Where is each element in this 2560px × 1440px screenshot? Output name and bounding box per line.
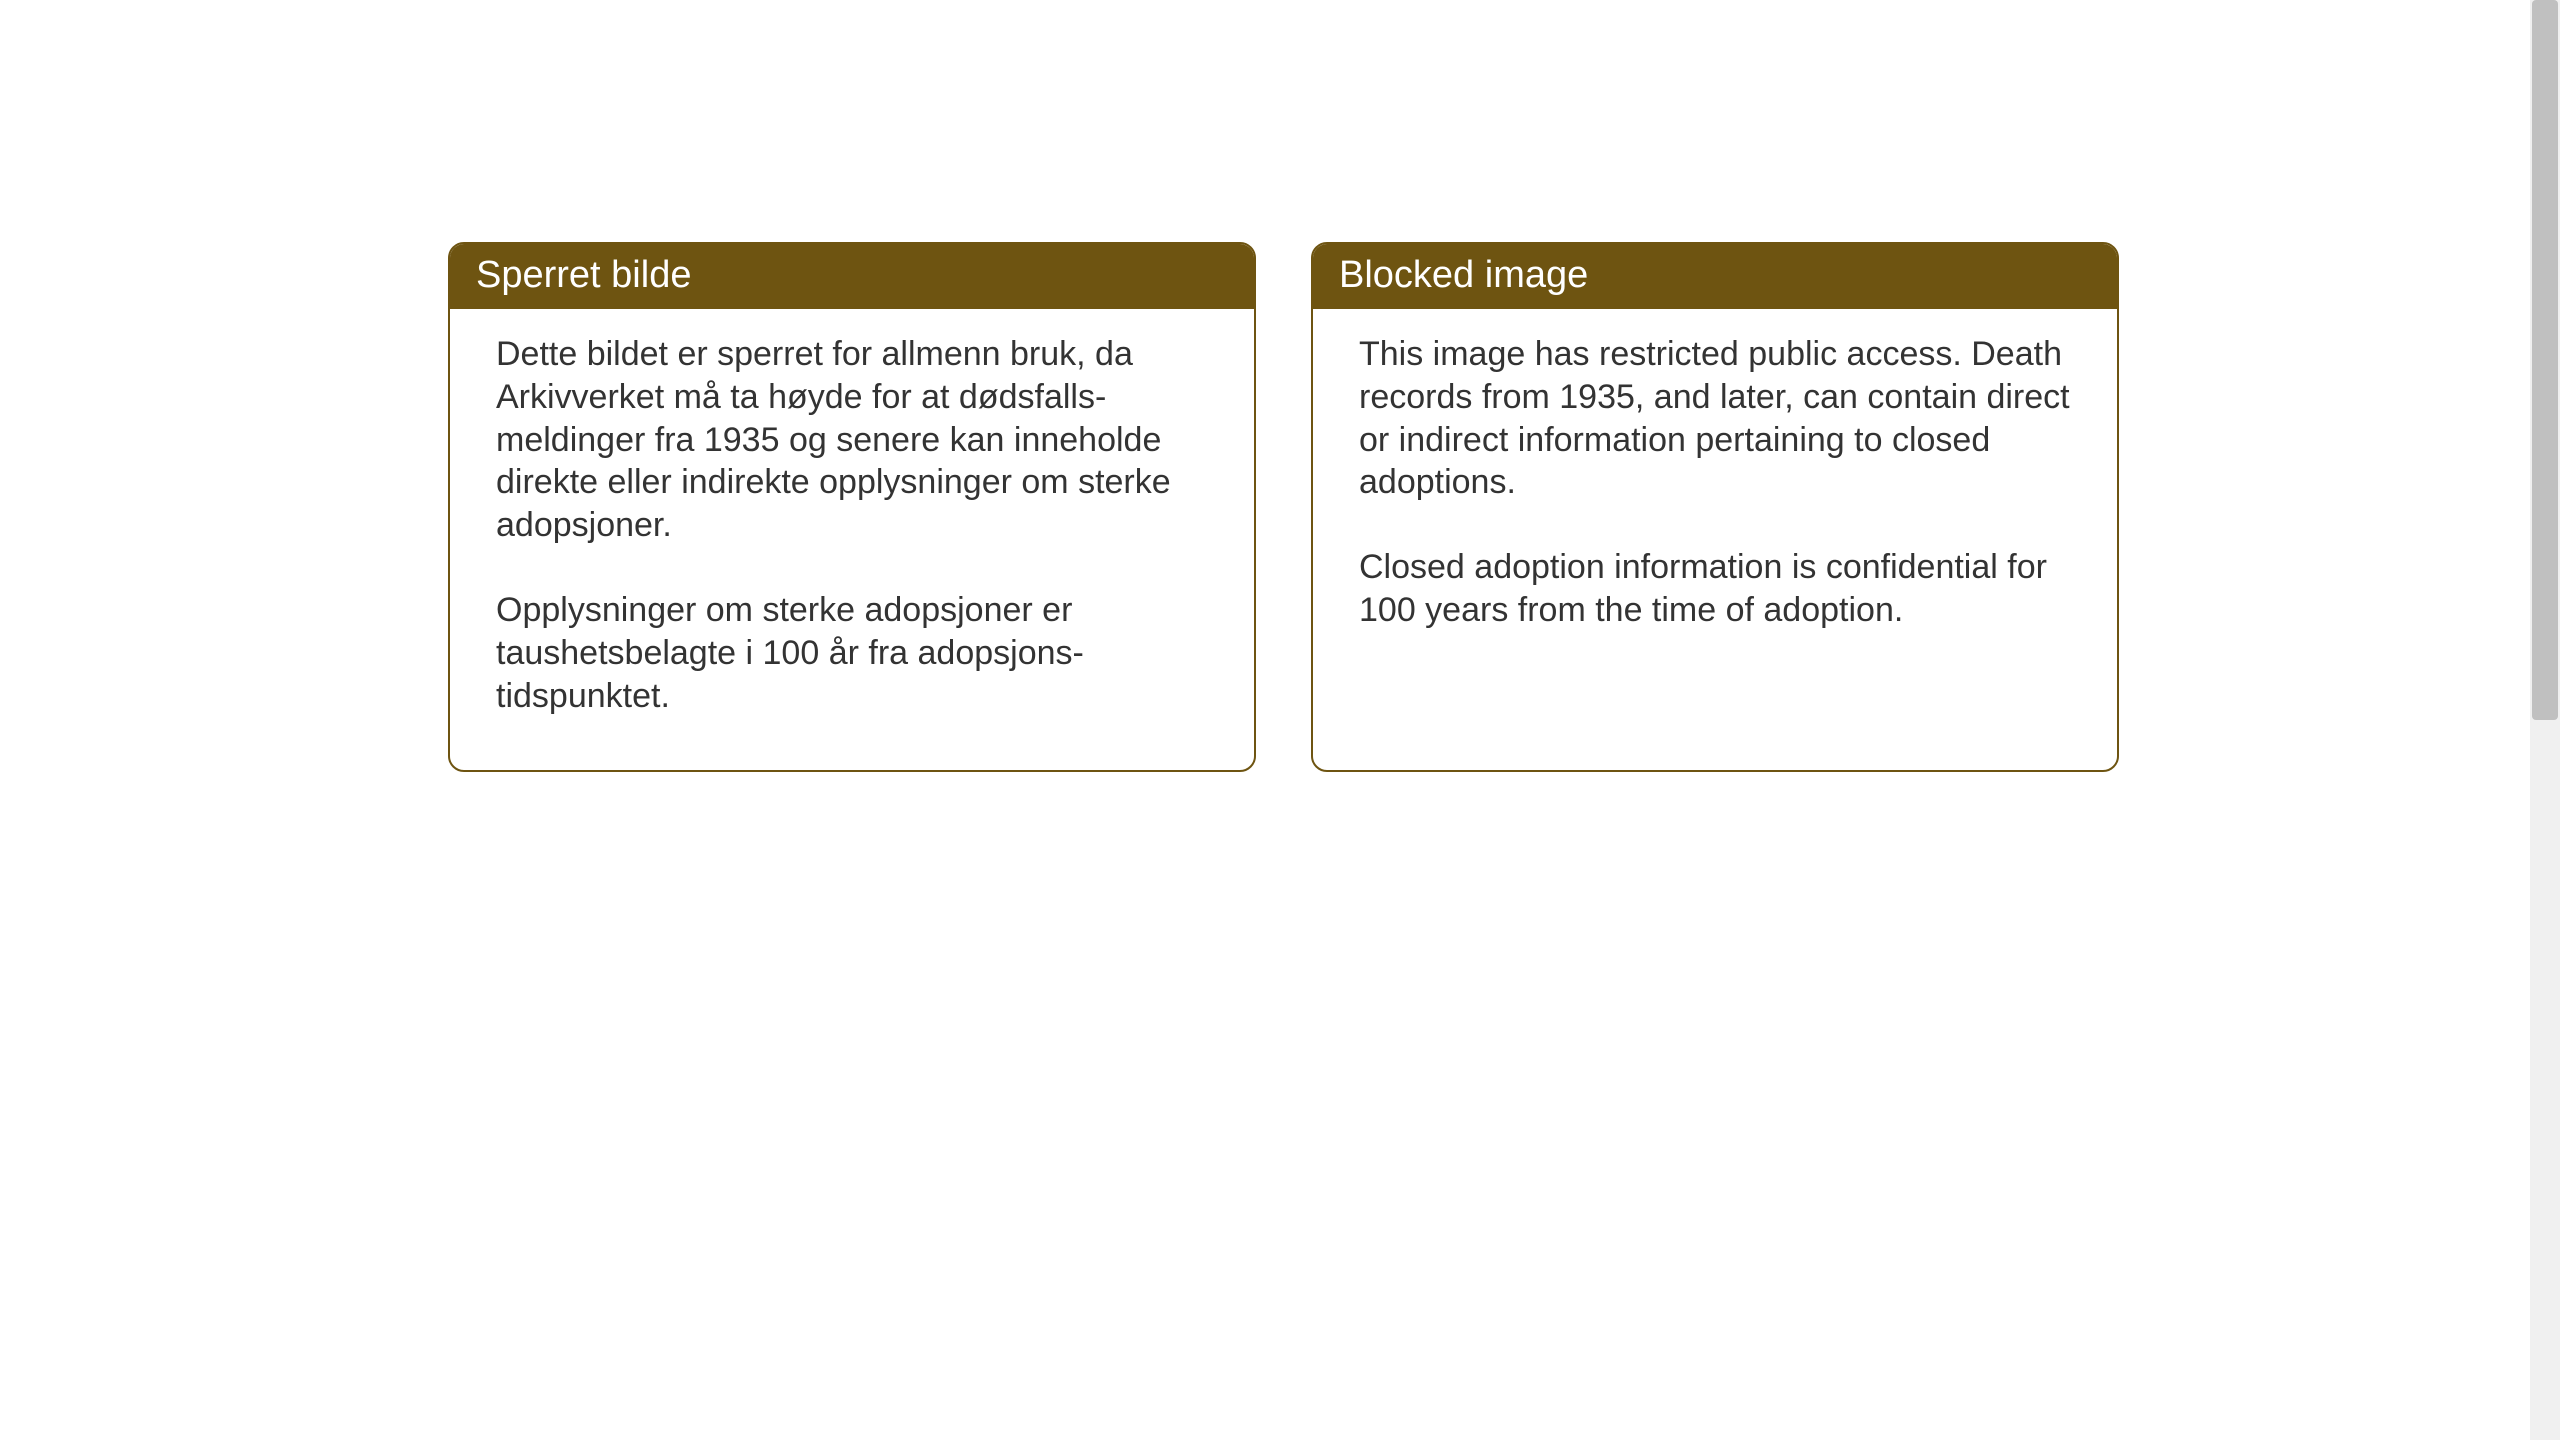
notice-card-norwegian: Sperret bilde Dette bildet er sperret fo… <box>448 242 1256 772</box>
notice-paragraph-1-norwegian: Dette bildet er sperret for allmenn bruk… <box>496 333 1208 547</box>
vertical-scrollbar[interactable] <box>2530 0 2560 1440</box>
notice-container: Sperret bilde Dette bildet er sperret fo… <box>448 242 2119 772</box>
notice-paragraph-2-norwegian: Opplysninger om sterke adopsjoner er tau… <box>496 589 1208 717</box>
notice-card-english: Blocked image This image has restricted … <box>1311 242 2119 772</box>
notice-body-norwegian: Dette bildet er sperret for allmenn bruk… <box>450 309 1254 770</box>
notice-header-english: Blocked image <box>1313 244 2117 309</box>
notice-paragraph-2-english: Closed adoption information is confident… <box>1359 546 2071 632</box>
notice-header-norwegian: Sperret bilde <box>450 244 1254 309</box>
notice-body-english: This image has restricted public access.… <box>1313 309 2117 684</box>
notice-paragraph-1-english: This image has restricted public access.… <box>1359 333 2071 504</box>
scrollbar-thumb[interactable] <box>2532 0 2558 720</box>
